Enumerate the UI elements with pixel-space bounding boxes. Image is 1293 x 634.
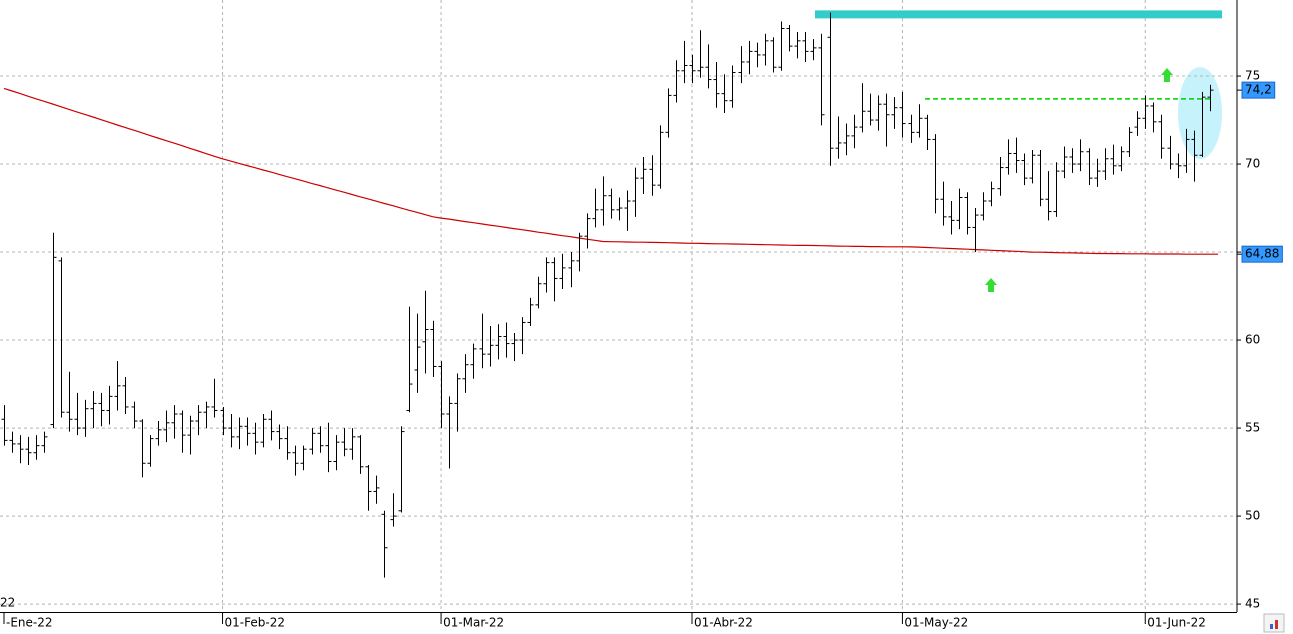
toolbar-icon[interactable] <box>1263 613 1285 633</box>
x-tick-label: 01-May-22 <box>904 616 968 630</box>
corner-label: 22 <box>0 596 15 610</box>
price-label: 64,88 <box>1245 247 1279 261</box>
price-label: 74,2 <box>1245 83 1272 97</box>
icon-frame[interactable] <box>1263 613 1285 633</box>
y-tick-label: 60 <box>1245 333 1260 347</box>
moving-average-line <box>3 87 1219 255</box>
x-tick-label: 01-Jun-22 <box>1147 616 1206 630</box>
grid <box>0 0 1237 612</box>
moving-average-layer <box>3 87 1219 255</box>
levels <box>815 10 1222 100</box>
y-tick-label: 50 <box>1245 509 1260 523</box>
axes: 45505560657075-Ene-2201-Feb-2201-Mar-220… <box>3 69 1283 630</box>
price-label-box <box>1241 245 1283 263</box>
x-tick-label: 01-Mar-22 <box>443 616 504 630</box>
y-tick-label: 70 <box>1245 157 1260 171</box>
ohlc-bars <box>1 12 1214 578</box>
highlight-ellipse <box>1178 67 1222 159</box>
x-tick-label: 01-Abr-22 <box>694 616 753 630</box>
x-tick-label: -Ene-22 <box>6 616 53 630</box>
x-tick-label: 01-Feb-22 <box>225 616 285 630</box>
price-label-box <box>1241 81 1276 99</box>
y-tick-label: 45 <box>1245 597 1260 611</box>
y-tick-label: 55 <box>1245 421 1260 435</box>
up-arrow <box>1161 68 1173 82</box>
up-arrow <box>985 278 997 292</box>
y-tick-label: 75 <box>1245 69 1260 83</box>
icon-bar <box>1275 620 1278 629</box>
icon-bar <box>1270 624 1273 629</box>
